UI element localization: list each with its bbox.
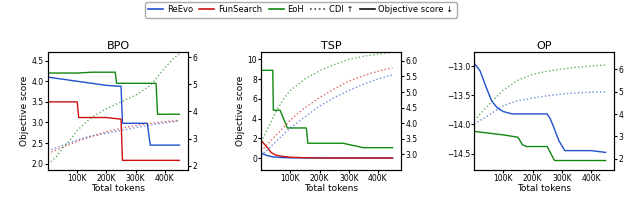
Title: BPO: BPO bbox=[106, 41, 130, 51]
Y-axis label: Objective score: Objective score bbox=[236, 75, 244, 146]
X-axis label: Total tokens: Total tokens bbox=[304, 184, 358, 194]
Title: TSP: TSP bbox=[321, 41, 342, 51]
Legend: ReEvo, FunSearch, EoH, CDI ↑, Objective score ↓: ReEvo, FunSearch, EoH, CDI ↑, Objective … bbox=[145, 2, 456, 18]
Title: OP: OP bbox=[536, 41, 552, 51]
Y-axis label: Objective score: Objective score bbox=[20, 75, 29, 146]
X-axis label: Total tokens: Total tokens bbox=[91, 184, 145, 194]
X-axis label: Total tokens: Total tokens bbox=[517, 184, 572, 194]
